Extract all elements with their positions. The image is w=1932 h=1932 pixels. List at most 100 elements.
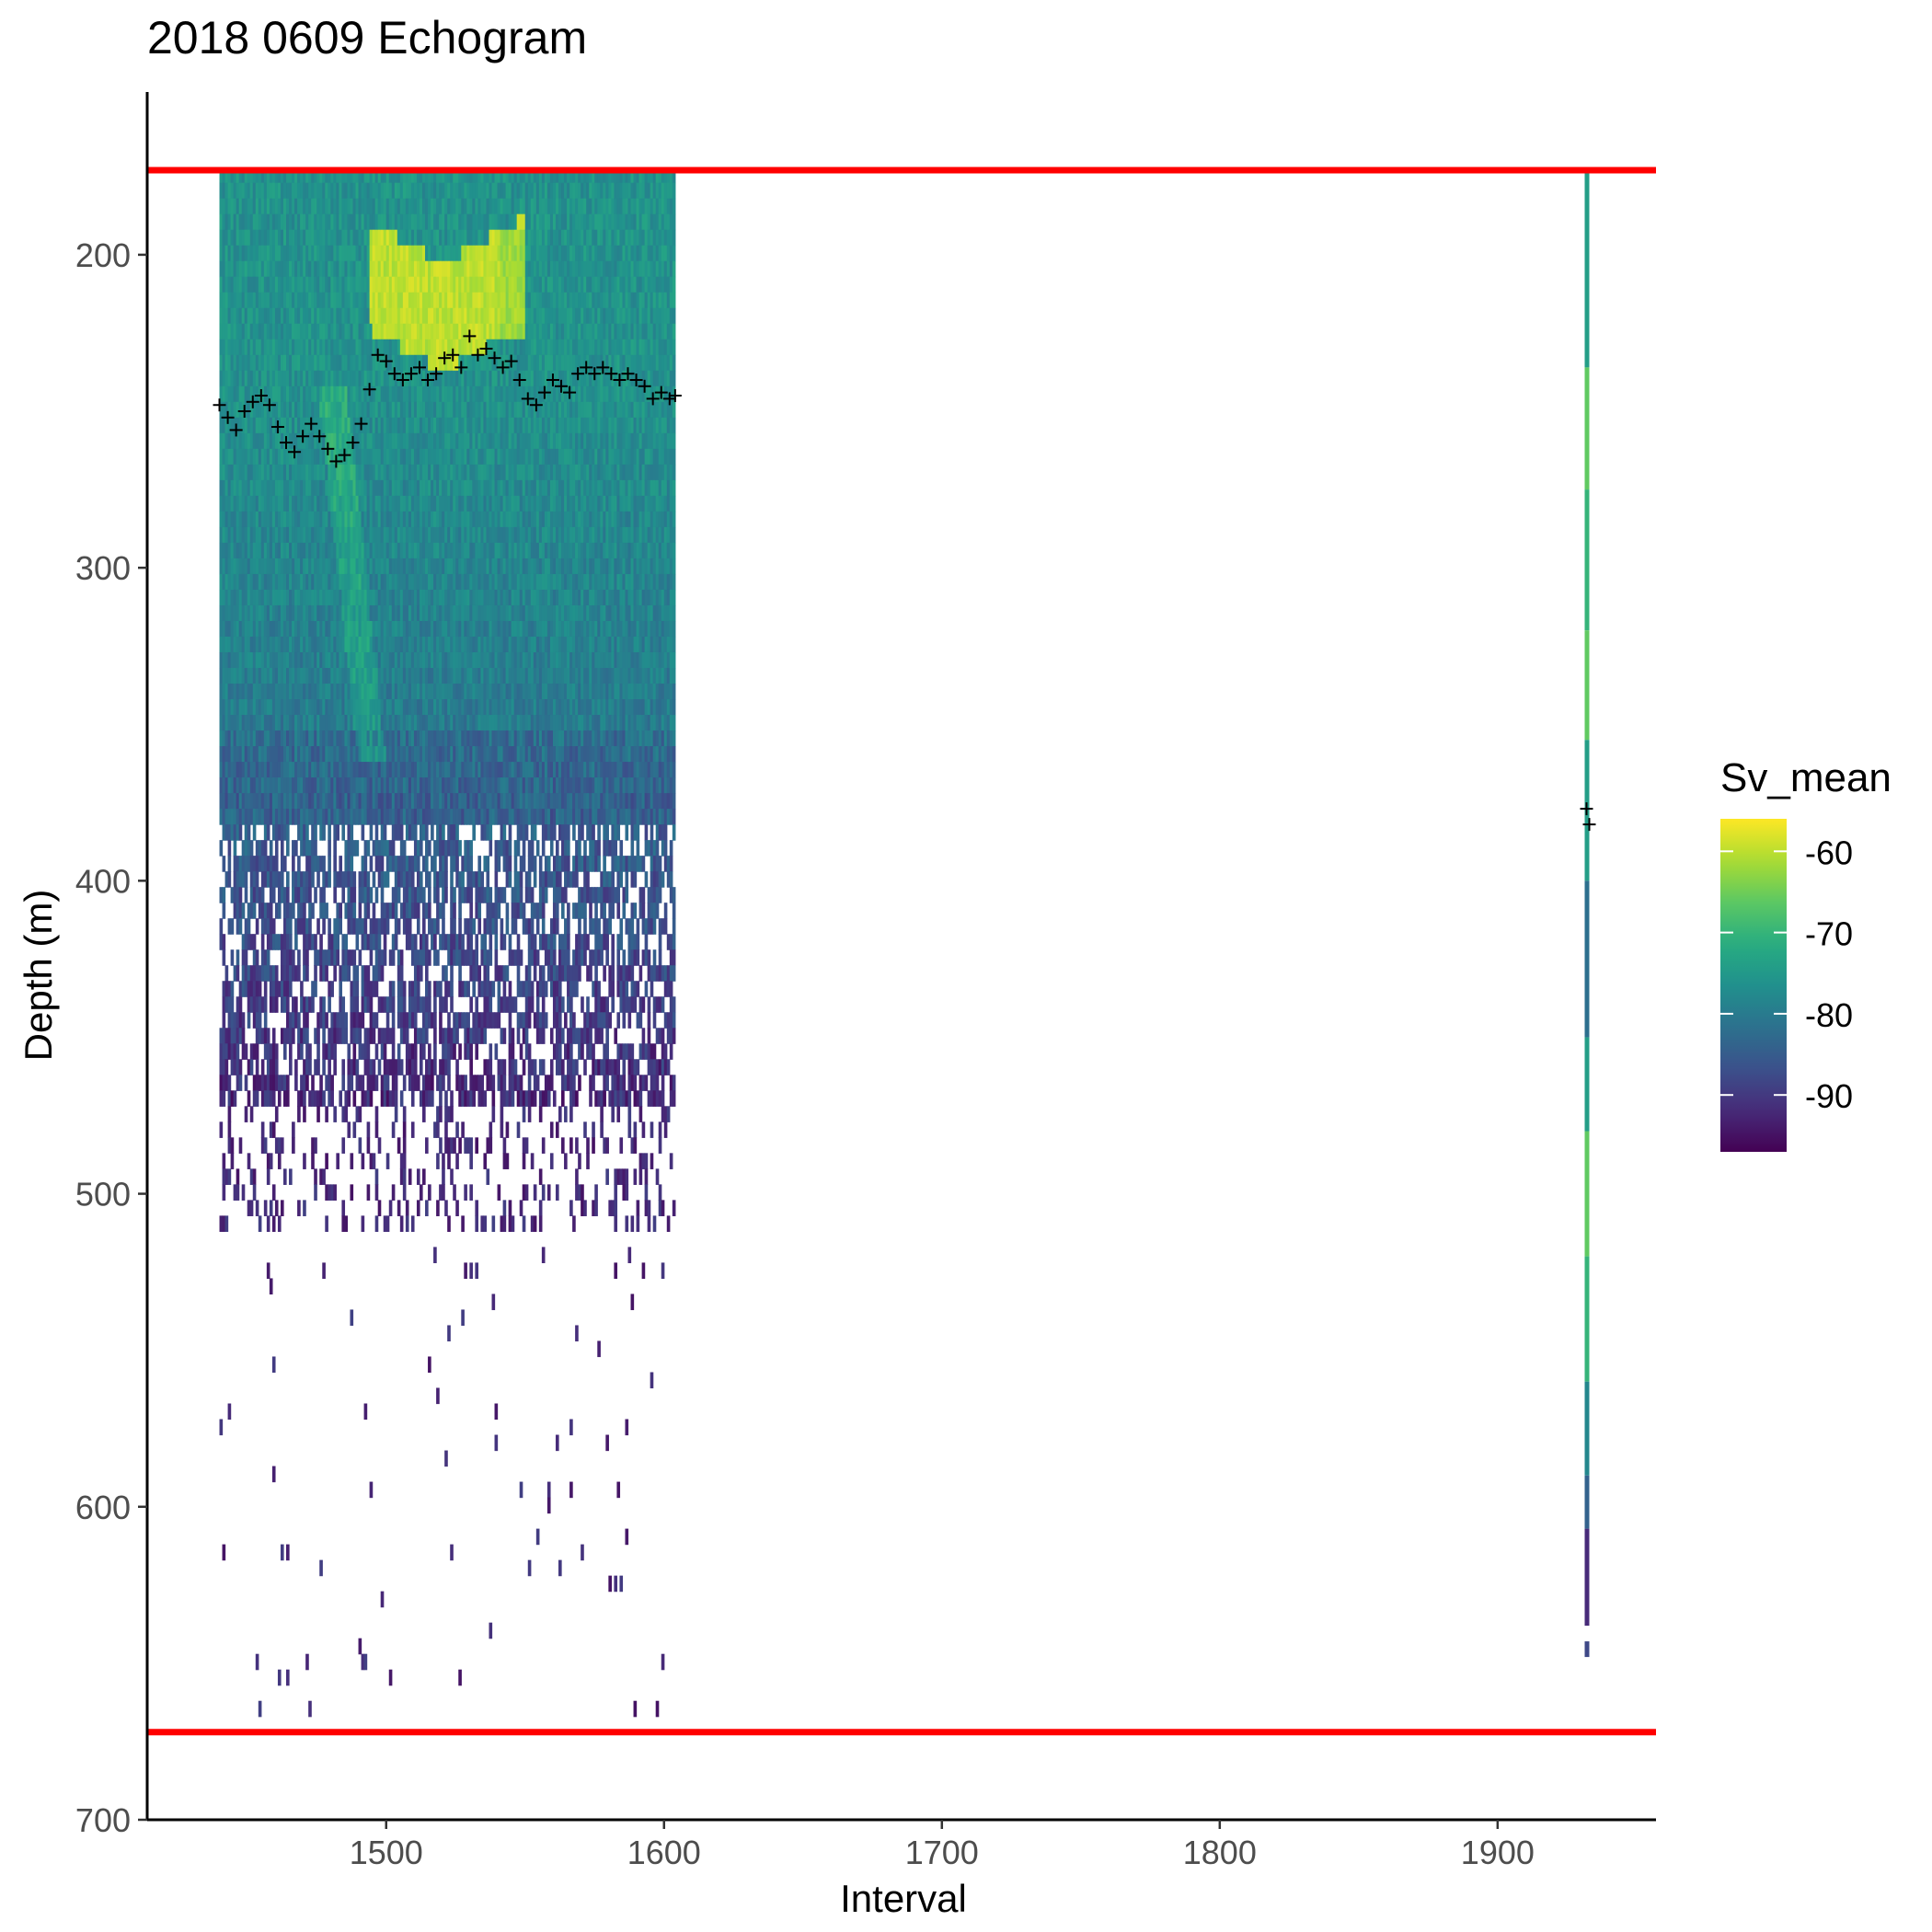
heatmap-cell xyxy=(461,871,465,888)
heatmap-cell xyxy=(236,292,240,309)
heatmap-cell xyxy=(274,965,279,982)
heatmap-cell xyxy=(236,385,240,403)
heatmap-cell xyxy=(377,339,382,356)
heatmap-cell xyxy=(219,354,224,372)
heatmap-cell xyxy=(422,604,426,622)
heatmap-cell xyxy=(294,432,298,450)
heatmap-cell xyxy=(319,793,323,810)
heatmap-cell xyxy=(410,464,415,481)
heatmap-cell xyxy=(380,260,385,278)
heatmap-cell xyxy=(455,1200,459,1216)
heatmap-cell xyxy=(238,636,243,653)
heatmap-cell xyxy=(391,684,396,700)
heatmap-cell xyxy=(366,260,371,278)
heatmap-cell xyxy=(233,198,237,215)
heatmap-cell xyxy=(394,809,398,825)
heatmap-cell xyxy=(280,840,284,857)
heatmap-cell xyxy=(294,918,298,935)
heatmap-cell xyxy=(303,448,306,466)
heatmap-cell xyxy=(380,684,385,700)
heatmap-cell xyxy=(425,432,429,450)
heatmap-cell xyxy=(361,464,365,481)
heatmap-cell xyxy=(292,448,295,466)
heatmap-cell xyxy=(422,949,426,966)
heatmap-cell xyxy=(385,1028,390,1044)
heatmap-cell xyxy=(233,354,237,372)
heatmap-cell xyxy=(344,949,349,966)
heatmap-cell xyxy=(266,1153,270,1169)
heatmap-cell xyxy=(358,887,362,903)
heatmap-cell xyxy=(224,746,229,763)
heatmap-cell xyxy=(355,245,360,262)
heatmap-cell xyxy=(397,464,401,481)
heatmap-cell xyxy=(422,495,426,512)
heatmap-cell xyxy=(266,229,270,247)
heatmap-cell xyxy=(277,479,282,497)
heatmap-cell xyxy=(350,856,354,872)
heatmap-cell xyxy=(416,401,420,419)
heatmap-cell xyxy=(336,276,339,293)
heatmap-cell xyxy=(419,229,423,247)
heatmap-cell xyxy=(374,949,379,966)
heatmap-cell xyxy=(344,1090,349,1107)
heatmap-cell xyxy=(355,448,360,466)
heatmap-cell xyxy=(280,558,284,575)
heatmap-cell xyxy=(292,385,295,403)
heatmap-cell xyxy=(233,479,237,497)
heatmap-cell xyxy=(227,699,232,716)
heatmap-cell xyxy=(355,996,360,1013)
heatmap-cell xyxy=(383,918,387,935)
heatmap-cell xyxy=(282,307,287,325)
heatmap-cell xyxy=(241,871,246,888)
heatmap-cell xyxy=(280,715,284,731)
heatmap-cell xyxy=(385,715,390,731)
heatmap-cell xyxy=(247,668,251,684)
heatmap-cell xyxy=(425,793,429,810)
heatmap-cell xyxy=(350,715,354,731)
heatmap-cell xyxy=(297,448,301,466)
heatmap-cell xyxy=(333,636,337,653)
heatmap-cell xyxy=(422,213,426,231)
heatmap-cell xyxy=(394,604,398,622)
heatmap-cell xyxy=(224,1059,229,1075)
heatmap-cell xyxy=(352,684,357,700)
heatmap-cell xyxy=(413,699,418,716)
heatmap-cell xyxy=(311,730,315,747)
heatmap-cell xyxy=(433,1121,437,1138)
heatmap-cell xyxy=(377,840,382,857)
heatmap-cell xyxy=(277,1669,282,1686)
heatmap-cell xyxy=(405,339,409,356)
heatmap-cell xyxy=(344,856,349,872)
heatmap-cell xyxy=(425,840,429,857)
heatmap-cell xyxy=(222,1168,226,1185)
heatmap-cell xyxy=(433,432,437,450)
heatmap-cell xyxy=(311,589,315,606)
heatmap-cell xyxy=(397,495,401,512)
heatmap-cell xyxy=(308,307,312,325)
heatmap-cell xyxy=(282,793,287,810)
heatmap-cell xyxy=(316,604,320,622)
heatmap-cell xyxy=(227,573,232,591)
heatmap-cell xyxy=(303,604,306,622)
heatmap-cell xyxy=(271,1466,276,1483)
heatmap-cell xyxy=(442,1184,445,1201)
heatmap-cell xyxy=(399,684,404,700)
heatmap-cell xyxy=(289,715,293,731)
heatmap-cell xyxy=(391,229,396,247)
heatmap-cell xyxy=(286,668,290,684)
heatmap-cell xyxy=(358,464,362,481)
heatmap-cell xyxy=(294,260,298,278)
heatmap-cell xyxy=(328,871,331,888)
heatmap-cell xyxy=(372,292,376,309)
heatmap-cell xyxy=(258,762,262,778)
heatmap-cell xyxy=(289,809,293,825)
heatmap-cell xyxy=(428,684,431,700)
heatmap-cell xyxy=(249,292,254,309)
heatmap-cell xyxy=(252,981,257,997)
heatmap-cell xyxy=(385,354,390,372)
heatmap-cell xyxy=(300,668,304,684)
heatmap-cell xyxy=(297,856,301,872)
heatmap-cell xyxy=(236,198,240,215)
heatmap-cell xyxy=(311,824,315,841)
heatmap-cell xyxy=(294,542,298,559)
